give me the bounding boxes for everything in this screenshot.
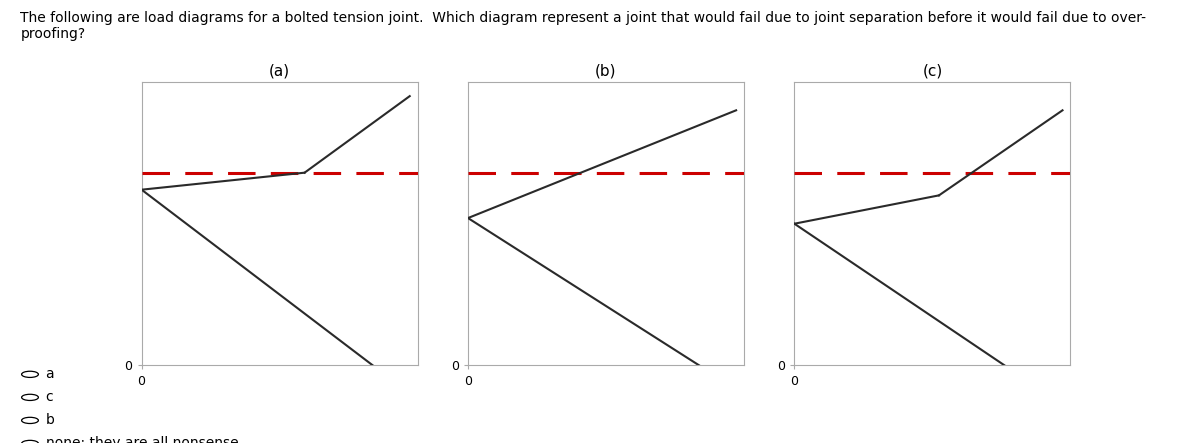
Text: b: b — [46, 413, 54, 427]
Title: (c): (c) — [923, 63, 942, 78]
Text: c: c — [46, 390, 53, 404]
Text: The following are load diagrams for a bolted tension joint.  Which diagram repre: The following are load diagrams for a bo… — [20, 11, 1146, 41]
Text: a: a — [46, 367, 54, 381]
Title: (b): (b) — [595, 63, 617, 78]
Title: (a): (a) — [269, 63, 290, 78]
Text: none; they are all nonsense.: none; they are all nonsense. — [46, 436, 242, 443]
